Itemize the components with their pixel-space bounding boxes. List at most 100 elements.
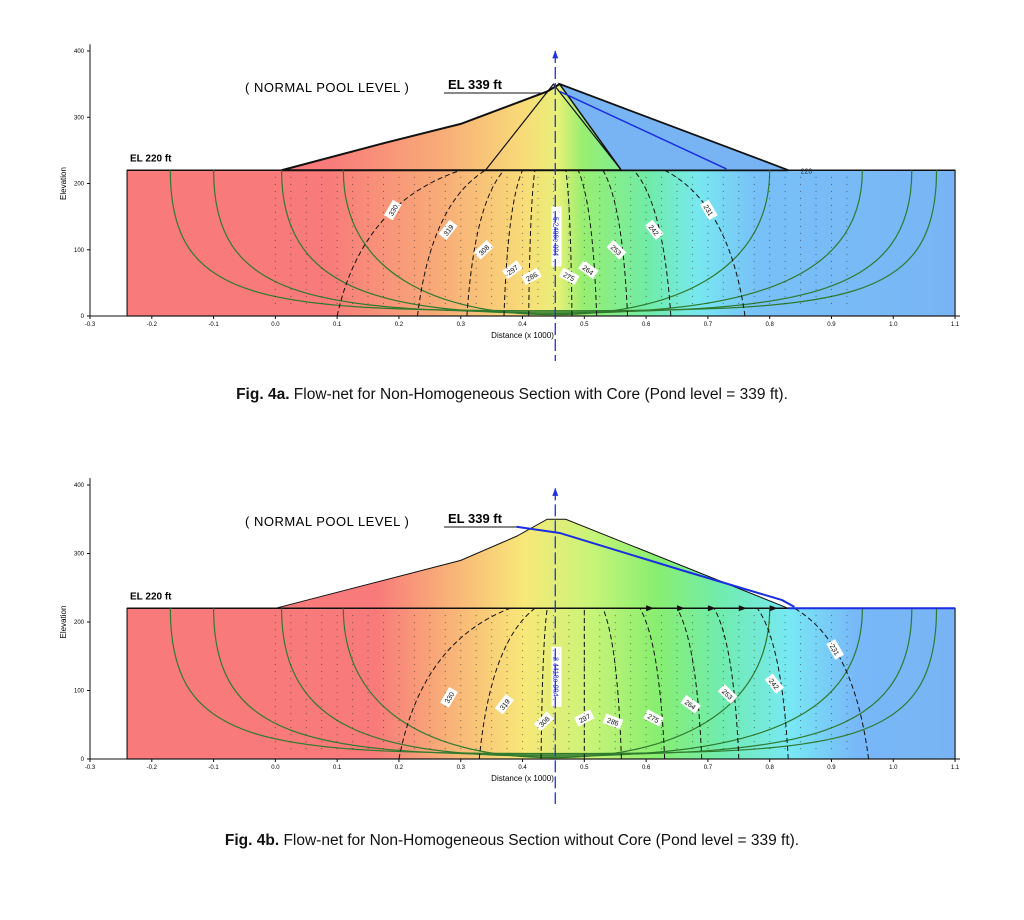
x-tick-label: 0.6 xyxy=(642,765,651,771)
flow-arrow xyxy=(677,605,686,612)
y-tick-label: 0 xyxy=(81,757,85,763)
contour-label-text: 330 xyxy=(388,204,400,218)
centerline-arrow-icon xyxy=(552,50,559,59)
x-tick-label: 0.6 xyxy=(642,322,651,328)
flow-line xyxy=(169,608,938,755)
contour-label-bg xyxy=(502,260,523,279)
equipotential-line xyxy=(577,170,598,317)
flow-arrow xyxy=(738,605,747,612)
contour-label-bg xyxy=(473,239,494,260)
caption-4a-label: Fig. 4a. xyxy=(236,386,290,403)
equipotential-line xyxy=(602,169,629,317)
x-tick-label: 0.7 xyxy=(704,322,713,328)
contour-label-bg xyxy=(699,199,718,221)
contour-label-text: 286 xyxy=(525,272,539,284)
contour-label-bg xyxy=(438,219,458,241)
contour-label: 5.2496e-004 xyxy=(551,206,562,267)
y-tick-label: 400 xyxy=(74,483,85,489)
x-tick-label: -0.2 xyxy=(147,765,158,771)
equipotential-line xyxy=(565,170,573,317)
contour-label: 286 xyxy=(521,267,542,285)
y-tick-label: 200 xyxy=(74,620,85,626)
y-tick-label: 0 xyxy=(81,314,85,320)
contour-label-bg xyxy=(574,709,595,727)
contour-label: 330 xyxy=(440,687,458,708)
x-tick-label: 0.5 xyxy=(580,765,589,771)
x-tick-label: 0.1 xyxy=(333,765,342,771)
equipotential-line xyxy=(336,169,461,317)
contour-label-text: 286 xyxy=(606,717,619,728)
contour-label-text: 231 xyxy=(828,643,840,657)
equipotential-line xyxy=(676,608,703,760)
contour-label: 231 xyxy=(699,199,718,221)
caption-4a-text: Flow-net for Non-Homogeneous Section wit… xyxy=(289,386,788,403)
flow-arrow xyxy=(646,605,655,612)
flow-line xyxy=(169,170,938,312)
contour-label-bg xyxy=(494,694,514,715)
contour-label-bg xyxy=(643,709,664,727)
contour-label: 297 xyxy=(574,709,595,727)
x-tick-label: 0.9 xyxy=(827,322,836,328)
x-tick-label: -0.3 xyxy=(85,322,96,328)
tailwater-label: 220 xyxy=(801,168,813,175)
contour-label-text: 275 xyxy=(646,713,660,725)
pool-level-label: ( NORMAL POOL LEVEL ) xyxy=(245,514,409,529)
x-tick-label: 0.0 xyxy=(271,765,280,771)
x-tick-label: -0.3 xyxy=(85,765,96,771)
x-tick-label: -0.1 xyxy=(208,322,219,328)
contour-label-text: 231 xyxy=(702,204,714,218)
x-tick-label: 1.0 xyxy=(889,322,898,328)
y-tick-label: 400 xyxy=(74,49,85,55)
equipotential-line xyxy=(466,169,505,317)
contour-label-bg xyxy=(551,206,562,267)
x-tick-label: 1.1 xyxy=(951,765,960,771)
x-tick-label: 1.1 xyxy=(951,322,960,328)
equipotential-line xyxy=(602,608,622,760)
contour-label-bg xyxy=(551,646,562,707)
contour-label-bg xyxy=(383,199,402,221)
x-tick-label: 0.4 xyxy=(518,322,527,328)
flow-line xyxy=(280,608,863,757)
x-tick-label: -0.1 xyxy=(208,765,219,771)
y-tick-label: 100 xyxy=(74,248,85,254)
equipotential-line xyxy=(478,607,536,760)
pool-elevation-label: EL 339 ft xyxy=(448,77,503,92)
contour-label-bg xyxy=(440,687,458,708)
contour-label: 286 xyxy=(602,713,624,730)
phreatic-line xyxy=(559,90,727,170)
caption-4a: Fig. 4a. Flow-net for Non-Homogeneous Se… xyxy=(0,386,1024,404)
contour-label-bg xyxy=(717,684,738,704)
base-elevation-label: EL 220 ft xyxy=(130,153,172,164)
phreatic-line xyxy=(516,525,795,608)
x-tick-label: 0.8 xyxy=(766,322,775,328)
equipotential-line xyxy=(664,169,746,317)
y-tick-label: 300 xyxy=(74,552,85,558)
equipotential-line xyxy=(713,608,740,760)
x-axis-title: Distance (x 1000) xyxy=(491,774,554,783)
equipotential-line xyxy=(540,608,548,760)
contour-label-bg xyxy=(578,260,599,279)
caption-4b: Fig. 4b. Flow-net for Non-Homogeneous Se… xyxy=(0,832,1024,850)
y-tick-label: 100 xyxy=(74,689,85,695)
caption-4b-text: Flow-net for Non-Homogeneous Section wit… xyxy=(279,832,800,849)
contour-label-text: 297 xyxy=(578,713,592,725)
contour-label-bg xyxy=(606,239,627,260)
x-tick-label: 0.0 xyxy=(271,322,280,328)
flow-arrow xyxy=(769,605,778,612)
contour-label: 275 xyxy=(558,267,580,285)
contour-label-text: 275 xyxy=(562,272,576,284)
contour-label: 231 xyxy=(826,639,845,660)
y-axis-title: Elevation xyxy=(59,606,68,639)
flow-line xyxy=(280,170,863,314)
y-tick-label: 200 xyxy=(74,182,85,188)
plot-4a: 3303193082972865.2496e-00427526425324223… xyxy=(59,44,960,361)
x-tick-label: 1.0 xyxy=(889,765,898,771)
y-axis-title: Elevation xyxy=(59,167,68,200)
centerline-arrow-icon xyxy=(552,487,559,496)
contour-label-bg xyxy=(826,639,845,660)
contour-label: 275 xyxy=(643,709,664,727)
flow-line xyxy=(342,170,771,316)
x-tick-label: -0.2 xyxy=(147,322,158,328)
